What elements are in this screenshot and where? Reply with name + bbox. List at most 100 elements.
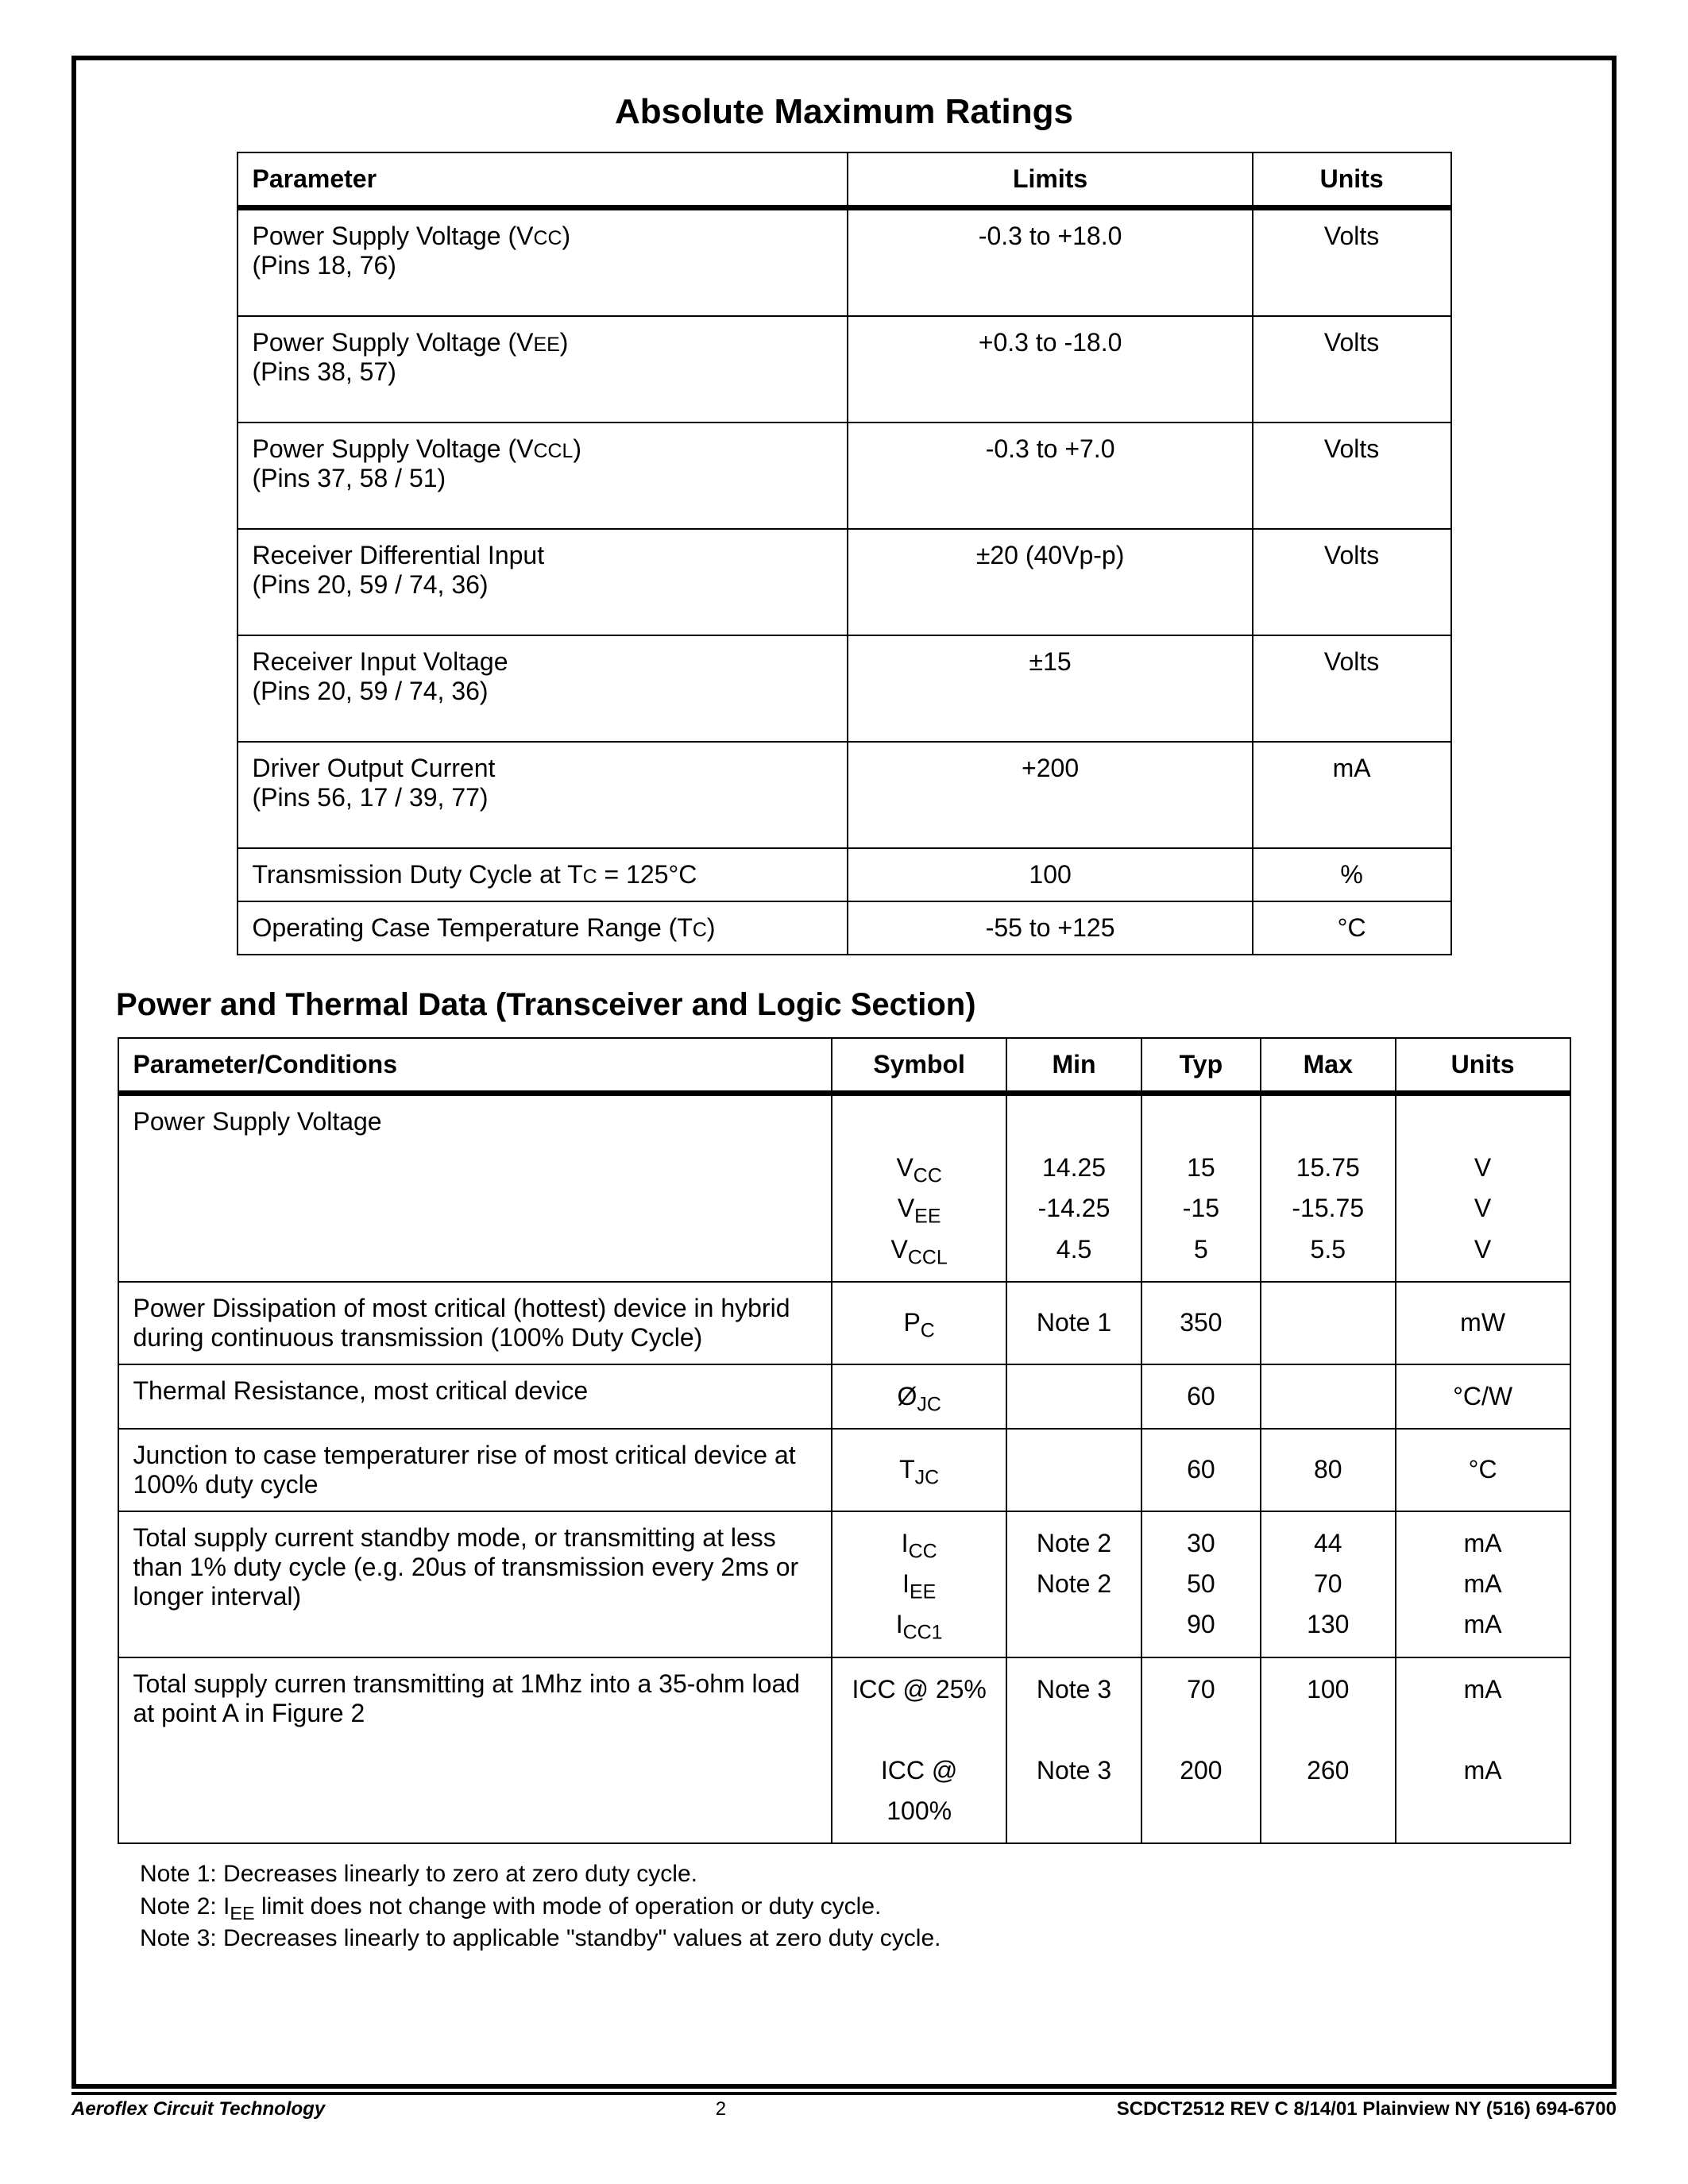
cell-limits: +200 — [848, 742, 1252, 848]
cell-symbol: ØJC — [832, 1364, 1006, 1429]
table-header-row: Parameter/Conditions Symbol Min Typ Max … — [118, 1038, 1570, 1094]
table-row: Operating Case Temperature Range (TC)-55… — [238, 901, 1451, 955]
table-row: Power Dissipation of most critical (hott… — [118, 1282, 1570, 1364]
note-line: Note 2: IEE limit does not change with m… — [140, 1891, 1580, 1924]
note-line: Note 3: Decreases linearly to applicable… — [140, 1923, 1580, 1955]
table-row: Transmission Duty Cycle at TC = 125°C100… — [238, 848, 1451, 901]
col-units: Units — [1396, 1038, 1570, 1094]
cell-symbol: VCCVEEVCCL — [832, 1094, 1006, 1282]
cell-max: 4470130 — [1261, 1511, 1396, 1657]
cell-parameter: Total supply curren transmitting at 1Mhz… — [118, 1657, 832, 1844]
col-units: Units — [1253, 152, 1451, 208]
cell-units: Volts — [1253, 423, 1451, 529]
cell-units: mA — [1253, 742, 1451, 848]
col-limits: Limits — [848, 152, 1252, 208]
cell-typ: 350 — [1141, 1282, 1261, 1364]
cell-typ: 60 — [1141, 1364, 1261, 1429]
cell-symbol: ICC @ 25% ICC @ 100% — [832, 1657, 1006, 1844]
table-row: Receiver Differential Input(Pins 20, 59 … — [238, 529, 1451, 635]
cell-symbol: TJC — [832, 1429, 1006, 1511]
cell-parameter: Power Dissipation of most critical (hott… — [118, 1282, 832, 1364]
cell-units: °C — [1396, 1429, 1570, 1511]
cell-typ: 60 — [1141, 1429, 1261, 1511]
table-power-thermal: Parameter/Conditions Symbol Min Typ Max … — [118, 1037, 1571, 1844]
cell-units: Volts — [1253, 208, 1451, 317]
cell-limits: -55 to +125 — [848, 901, 1252, 955]
cell-limits: -0.3 to +18.0 — [848, 208, 1252, 317]
table-row: Total supply current standby mode, or tr… — [118, 1511, 1570, 1657]
cell-parameter: Receiver Input Voltage(Pins 20, 59 / 74,… — [238, 635, 848, 742]
cell-parameter: Power Supply Voltage (VEE)(Pins 38, 57) — [238, 316, 848, 423]
cell-max — [1261, 1282, 1396, 1364]
cell-parameter: Operating Case Temperature Range (TC) — [238, 901, 848, 955]
cell-symbol: ICCIEEICC1 — [832, 1511, 1006, 1657]
cell-units: mW — [1396, 1282, 1570, 1364]
col-symbol: Symbol — [832, 1038, 1006, 1094]
content-frame: Absolute Maximum Ratings Parameter Limit… — [71, 56, 1617, 2089]
cell-min: Note 1 — [1006, 1282, 1141, 1364]
notes-block: Note 1: Decreases linearly to zero at ze… — [140, 1858, 1580, 1955]
cell-parameter: Receiver Differential Input(Pins 20, 59 … — [238, 529, 848, 635]
cell-limits: 100 — [848, 848, 1252, 901]
cell-max: 100 260 — [1261, 1657, 1396, 1844]
cell-units: Volts — [1253, 635, 1451, 742]
cell-min — [1006, 1429, 1141, 1511]
table-row: Power Supply Voltage (VCCL)(Pins 37, 58 … — [238, 423, 1451, 529]
cell-parameter: Driver Output Current(Pins 56, 17 / 39, … — [238, 742, 848, 848]
cell-units: °C — [1253, 901, 1451, 955]
cell-units: mAmAmA — [1396, 1511, 1570, 1657]
table-row: Receiver Input Voltage(Pins 20, 59 / 74,… — [238, 635, 1451, 742]
footer-rule — [71, 2092, 1617, 2095]
note-line: Note 1: Decreases linearly to zero at ze… — [140, 1858, 1580, 1891]
footer-docid: SCDCT2512 REV C 8/14/01 Plainview NY (51… — [1117, 2098, 1617, 2120]
cell-max: 15.75-15.755.5 — [1261, 1094, 1396, 1282]
cell-limits: ±15 — [848, 635, 1252, 742]
table-row: Total supply curren transmitting at 1Mhz… — [118, 1657, 1570, 1844]
cell-limits: -0.3 to +7.0 — [848, 423, 1252, 529]
cell-parameter: Total supply current standby mode, or tr… — [118, 1511, 832, 1657]
footer-page-number: 2 — [716, 2098, 726, 2120]
cell-min: 14.25-14.254.5 — [1006, 1094, 1141, 1282]
cell-typ: 70 200 — [1141, 1657, 1261, 1844]
cell-units: °C/W — [1396, 1364, 1570, 1429]
footer-company: Aeroflex Circuit Technology — [71, 2098, 325, 2120]
cell-parameter: Power Supply Voltage — [118, 1094, 832, 1282]
cell-limits: ±20 (40Vp-p) — [848, 529, 1252, 635]
cell-min: Note 2Note 2 — [1006, 1511, 1141, 1657]
table-row: Thermal Resistance, most critical device… — [118, 1364, 1570, 1429]
cell-units: Volts — [1253, 529, 1451, 635]
cell-units: % — [1253, 848, 1451, 901]
cell-units: VVV — [1396, 1094, 1570, 1282]
title-power-thermal: Power and Thermal Data (Transceiver and … — [116, 987, 1580, 1023]
col-parameter: Parameter — [238, 152, 848, 208]
table-row: Driver Output Current(Pins 56, 17 / 39, … — [238, 742, 1451, 848]
cell-min — [1006, 1364, 1141, 1429]
cell-max — [1261, 1364, 1396, 1429]
cell-parameter: Power Supply Voltage (VCC)(Pins 18, 76) — [238, 208, 848, 317]
table-row: Junction to case temperaturer rise of mo… — [118, 1429, 1570, 1511]
cell-parameter: Thermal Resistance, most critical device — [118, 1364, 832, 1429]
cell-min: Note 3 Note 3 — [1006, 1657, 1141, 1844]
table-absolute-max: Parameter Limits Units Power Supply Volt… — [237, 152, 1452, 955]
cell-parameter: Power Supply Voltage (VCCL)(Pins 37, 58 … — [238, 423, 848, 529]
table-row: Power Supply Voltage (VCC)(Pins 18, 76)-… — [238, 208, 1451, 317]
cell-parameter: Junction to case temperaturer rise of mo… — [118, 1429, 832, 1511]
title-absolute-max: Absolute Maximum Ratings — [108, 92, 1580, 132]
cell-parameter: Transmission Duty Cycle at TC = 125°C — [238, 848, 848, 901]
col-typ: Typ — [1141, 1038, 1261, 1094]
col-min: Min — [1006, 1038, 1141, 1094]
col-parameter-conditions: Parameter/Conditions — [118, 1038, 832, 1094]
cell-units: Volts — [1253, 316, 1451, 423]
cell-max: 80 — [1261, 1429, 1396, 1511]
page: Absolute Maximum Ratings Parameter Limit… — [0, 0, 1688, 2184]
cell-symbol: PC — [832, 1282, 1006, 1364]
page-footer: Aeroflex Circuit Technology 2 SCDCT2512 … — [71, 2087, 1617, 2120]
cell-limits: +0.3 to -18.0 — [848, 316, 1252, 423]
table-header-row: Parameter Limits Units — [238, 152, 1451, 208]
cell-typ: 15-155 — [1141, 1094, 1261, 1282]
col-max: Max — [1261, 1038, 1396, 1094]
cell-units: mA mA — [1396, 1657, 1570, 1844]
cell-typ: 305090 — [1141, 1511, 1261, 1657]
table-row: Power Supply Voltage (VEE)(Pins 38, 57)+… — [238, 316, 1451, 423]
table-row: Power Supply Voltage VCCVEEVCCL 14.25-14… — [118, 1094, 1570, 1282]
